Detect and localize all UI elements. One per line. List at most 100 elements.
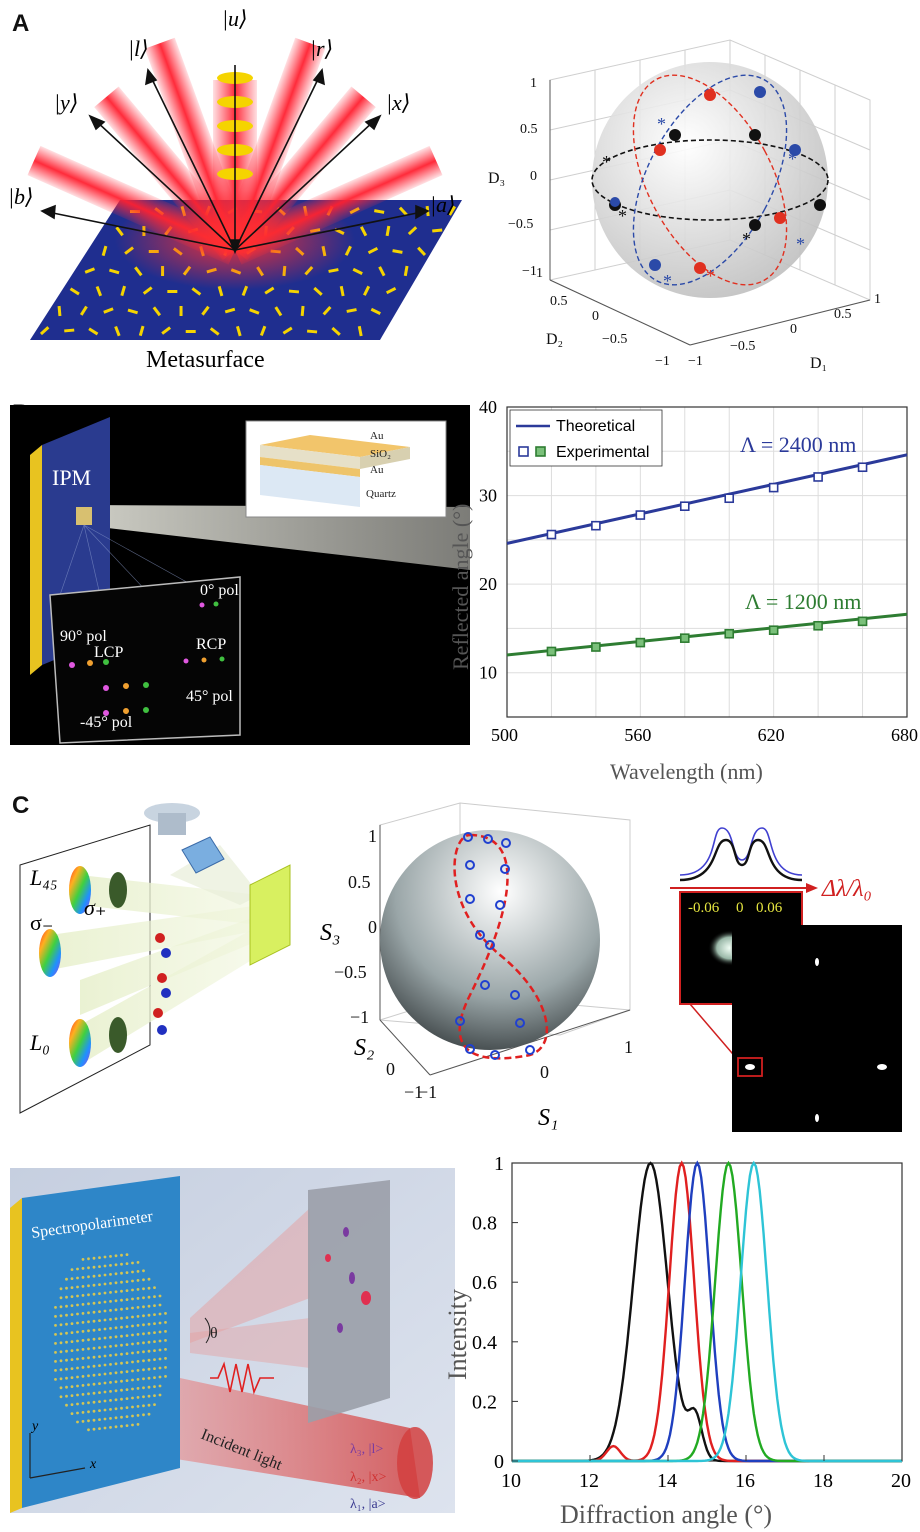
wavelength-label-3: λ₃, |l> (350, 1442, 383, 1457)
chart-d-ytick: 0.4 (472, 1332, 497, 1354)
axis-y-label: y (30, 1419, 39, 1434)
beam-label-sigma-minus: σ₋ (30, 910, 53, 935)
spectropolarimeter-illustration: Spectropolarimeter Incident light θ λ₃, … (10, 1168, 455, 1513)
chart-b-data-point (679, 633, 690, 643)
screen-label-m45: -45° pol (80, 714, 133, 731)
panel-letter-c: C (12, 792, 30, 819)
inset-tick: -0.06 (688, 900, 720, 916)
chart-b-data-point (813, 472, 823, 482)
chart-b-data-point (679, 501, 690, 511)
chart-b-data-point (546, 529, 557, 540)
chart-b-data-point (857, 616, 868, 627)
state-label-l: |l⟩ (128, 36, 149, 61)
chart-b-legend-theoretical: Theoretical (556, 418, 635, 435)
chart-d-ytick: 0.8 (472, 1213, 497, 1235)
sphere-a-d1-label: D₁ (810, 355, 827, 372)
svg-text:*: * (706, 266, 715, 286)
chart-b-ytick: 10 (479, 663, 497, 683)
chart-b-data-point (591, 642, 601, 652)
chart-b-data-point (857, 462, 868, 473)
beam-label-sigma-plus: σ₊ (84, 895, 106, 920)
ipm-plate-side (30, 445, 42, 675)
svg-text:*: * (618, 206, 627, 226)
chart-b-theory-line (506, 453, 908, 545)
theta-label: θ (210, 1325, 218, 1342)
sphere-a-d2-label: D₂ (546, 331, 563, 348)
svg-text:*: * (742, 229, 751, 249)
sphere-c-s1-label: S₁ (538, 1105, 558, 1131)
chart-b-xtick: 680 (891, 725, 918, 745)
spin-beams-illustration: L₄₅ σ₋ σ₊ L₀ (19, 803, 291, 1114)
sphere-a-d3-tick: 0 (530, 169, 537, 184)
screen-label-45: 45° pol (186, 688, 233, 705)
chart-b-ylabel: Reflected angle (°) (448, 504, 473, 670)
sphere-a-d2-tick: 1 (536, 266, 543, 281)
state-label-x: |x⟩ (386, 90, 410, 115)
chart-d-xtick: 20 (891, 1470, 911, 1492)
sphere-a-d1-tick: 0 (790, 322, 797, 337)
chart-d-ylabel: Intensity (443, 1289, 472, 1380)
screen-label-lcp: LCP (94, 644, 123, 661)
sphere-c-s2-tick: −1 (404, 1082, 423, 1102)
sphere-c-s3-tick: 0.5 (348, 872, 371, 892)
chart-b-data-point (724, 493, 735, 504)
screen-label-90: 90° pol (60, 628, 107, 645)
sphere-c-s3-tick: 0 (368, 917, 377, 937)
chart-b-xtick: 620 (758, 725, 785, 745)
metasurface-label: Metasurface (146, 347, 265, 373)
sphere-a-d1-tick: 1 (874, 292, 881, 307)
chart-d-xtick: 14 (657, 1470, 677, 1492)
inset-layer-au-top: Au (370, 430, 384, 442)
chart-b-xlabel: Wavelength (nm) (610, 759, 763, 784)
chart-d-ytick: 1 (494, 1155, 504, 1175)
state-label-u: |u⟩ (222, 6, 248, 31)
svg-text:*: * (796, 234, 805, 254)
beam-label-l0: L₀ (29, 1030, 50, 1055)
sphere-a-d1-tick: −0.5 (730, 339, 755, 354)
detector-screen (308, 1180, 390, 1423)
inset-layer-sio2: SiO₂ (370, 448, 391, 460)
svg-text:*: * (788, 149, 797, 169)
screen-label-0: 0° pol (200, 582, 239, 599)
chart-b-data-point (591, 520, 601, 531)
chart-b-annotation-2400: Λ = 2400 nm (740, 432, 856, 457)
sphere-c-s1-tick: 1 (624, 1037, 633, 1057)
zoom-source-box (737, 1057, 763, 1077)
inset-tick: 0.06 (756, 900, 783, 916)
state-label-b: |b⟩ (8, 184, 34, 209)
diffraction-images: Δλ/λ₀ -0.06 0 0.06 (670, 827, 902, 1132)
ipm-illustration: IPM 90° pol 0° pol LCP RCP -45° pol 45° … (10, 405, 470, 745)
chart-b-xtick: 500 (491, 725, 518, 745)
chart-d-xlabel: Diffraction angle (°) (560, 1500, 772, 1529)
state-label-a: |a⟩ (430, 192, 456, 217)
inset-layer-quartz: Quartz (366, 488, 396, 500)
intensity-chart: 10 12 14 16 18 20 0 0.2 0.4 0.6 0.8 1 Diffraction … (443, 1155, 911, 1529)
polarization-screen (49, 576, 241, 744)
sphere-c-s3-label: S₃ (320, 920, 340, 946)
beam-label-l45: L₄₅ (29, 865, 58, 890)
chart-d-ytick: 0.2 (472, 1391, 497, 1413)
panel-letter-a: A (12, 10, 30, 37)
inset-tick: 0 (736, 900, 744, 916)
chart-b-ytick: 30 (479, 486, 497, 506)
sphere-a (592, 62, 828, 298)
svg-text:*: * (663, 271, 672, 291)
sphere-a-d3-tick: −1 (522, 264, 537, 279)
chart-d-series-line (512, 1160, 902, 1463)
sphere-c-s1-tick: 0 (540, 1062, 549, 1082)
metasurface-illustration: |u⟩ |l⟩ |r⟩ |y⟩ |x⟩ |b⟩ |a⟩ Metasurface (8, 6, 462, 373)
sphere-c-s3-tick: 1 (368, 826, 377, 846)
chart-b-annotation-1200: Λ = 1200 nm (745, 589, 861, 614)
sphere-a-d2-tick: 0.5 (550, 294, 568, 309)
chart-d-xtick: 16 (735, 1470, 755, 1492)
wavelength-label-2: λ₂, |x> (350, 1470, 386, 1485)
chart-b-data-point (635, 510, 646, 520)
svg-text:*: * (602, 152, 611, 172)
chart-b-data-point (635, 637, 646, 648)
chart-b-data-point (768, 482, 779, 493)
sphere-a-d2-tick: −1 (655, 354, 670, 369)
chart-d-xtick: 12 (579, 1470, 599, 1492)
state-label-r: |r⟩ (310, 36, 333, 61)
chart-d-ytick: 0 (494, 1451, 504, 1473)
state-label-y: |y⟩ (54, 90, 78, 115)
